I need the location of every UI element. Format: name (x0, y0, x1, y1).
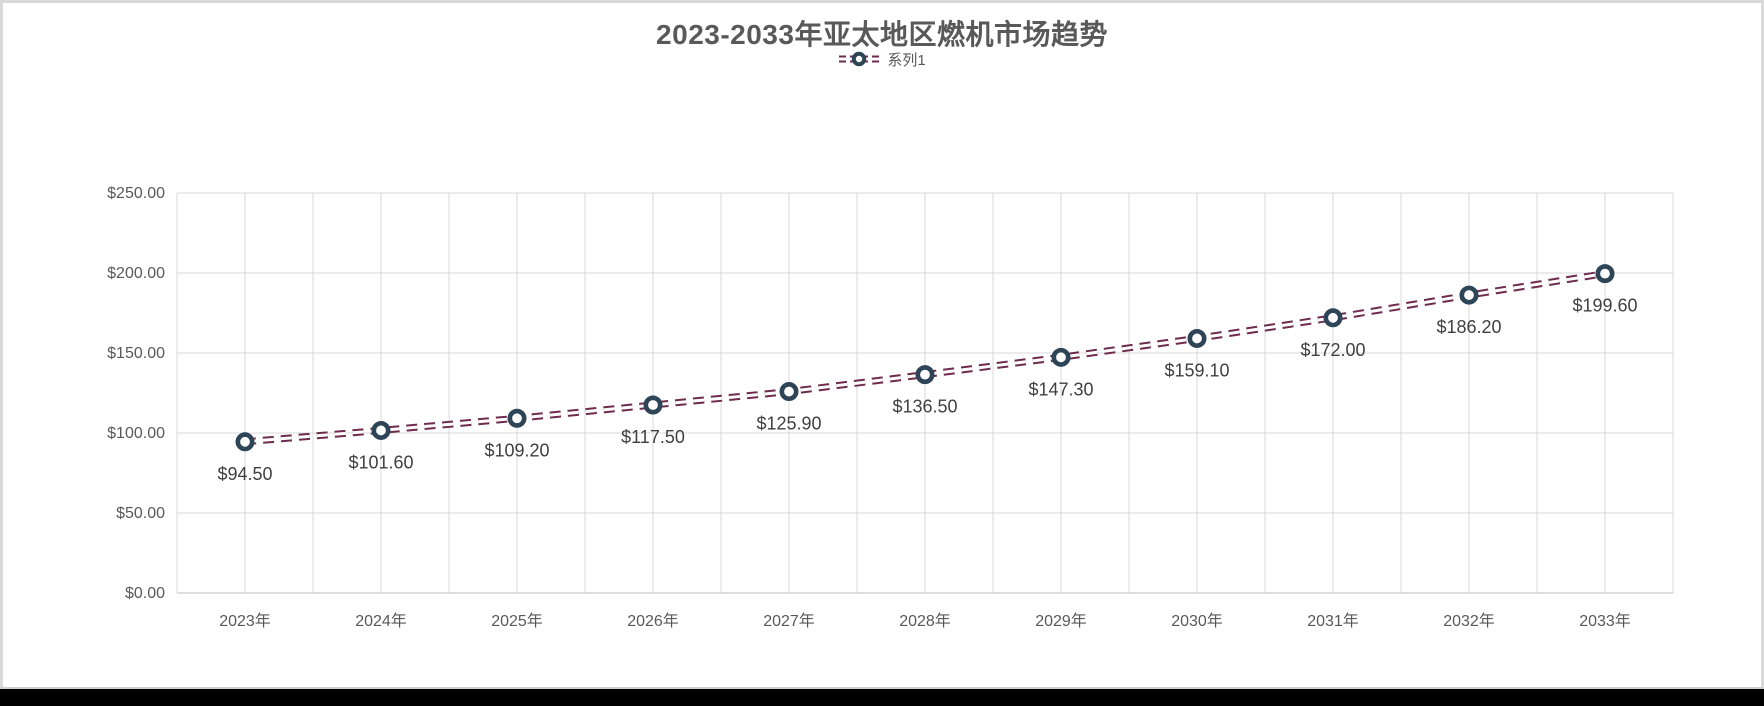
series-line-gap (244, 272, 1606, 444)
bottom-black-bar (0, 689, 1764, 706)
frame-border-right (1761, 0, 1764, 689)
x-axis-tick-label: 2028年 (899, 612, 951, 630)
data-point-marker (779, 382, 799, 402)
x-axis-tick-label: 2031年 (1307, 612, 1359, 630)
data-point-label: $94.50 (217, 464, 272, 484)
y-axis-tick-label: $150.00 (107, 345, 165, 362)
data-point-label: $172.00 (1300, 340, 1365, 360)
data-point-marker (915, 365, 935, 385)
x-axis-tick-label: 2030年 (1171, 612, 1223, 630)
legend-item-label: 系列1 (887, 51, 926, 69)
y-axis-tick-label: $250.00 (107, 185, 165, 202)
legend: 系列1 (0, 49, 1764, 69)
data-point-marker (643, 395, 663, 415)
legend-marker-icon (852, 51, 867, 67)
x-axis-tick-label: 2027年 (763, 612, 815, 630)
data-point-marker (1187, 328, 1207, 348)
data-point-label: $199.60 (1572, 296, 1637, 316)
y-axis-tick-label: $100.00 (107, 425, 165, 442)
data-point-marker (371, 420, 391, 440)
data-point-marker (1323, 308, 1343, 328)
data-point-label: $136.50 (892, 397, 957, 417)
y-axis-tick-label: $200.00 (107, 265, 165, 282)
data-point-label: $147.30 (1028, 379, 1093, 399)
data-point-label: $186.20 (1436, 317, 1501, 337)
frame-border-bottom (0, 687, 1764, 689)
data-point-label: $125.90 (756, 414, 821, 434)
data-point-marker (1595, 264, 1615, 284)
data-point-marker (1459, 285, 1479, 305)
data-point-label: $117.50 (621, 427, 685, 447)
frame-border-left (0, 0, 3, 689)
x-axis-tick-label: 2026年 (627, 612, 679, 630)
chart-area: 2023-2033年亚太地区燃机市场趋势 系列1 $0.00 $50.00 $100… (0, 0, 1764, 689)
data-point-marker (235, 432, 255, 452)
chart-title: 2023-2033年亚太地区燃机市场趋势 (656, 19, 1108, 50)
x-axis-tick-label: 2033年 (1579, 612, 1631, 630)
y-axis-tick-label: $50.00 (116, 505, 165, 522)
plot-svg: $0.00 $50.00 $100.00 $150.00 $200.00 $250.00 2… (107, 185, 1674, 630)
legend-series-line-icon (839, 51, 880, 67)
x-axis-tick-label: 2023年 (219, 612, 271, 630)
data-point-label: $101.60 (348, 452, 413, 472)
y-axis-tick-label: $0.00 (125, 585, 165, 602)
data-point-marker (1051, 347, 1071, 367)
x-axis-tick-label: 2025年 (491, 612, 543, 630)
data-point-marker (507, 408, 527, 428)
data-point-label: $109.20 (484, 440, 549, 460)
frame-border-top (0, 0, 1764, 3)
x-axis-tick-label: 2029年 (1035, 612, 1087, 630)
data-point-label: $159.10 (1164, 360, 1229, 380)
x-axis-tick-label: 2024年 (355, 612, 407, 630)
x-axis-tick-label: 2032年 (1443, 612, 1495, 630)
